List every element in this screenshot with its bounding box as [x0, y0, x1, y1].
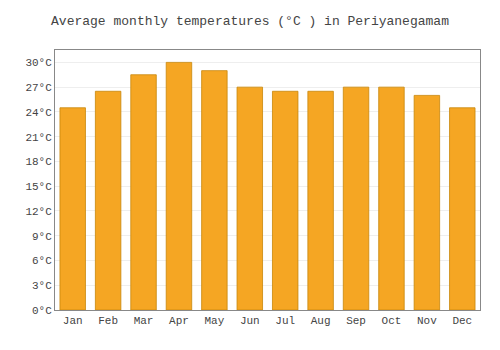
- svg-text:Sep: Sep: [346, 315, 366, 327]
- svg-text:21°C: 21°C: [25, 132, 52, 144]
- svg-text:Feb: Feb: [98, 315, 118, 327]
- svg-text:Aug: Aug: [311, 315, 331, 327]
- svg-text:3°C: 3°C: [32, 280, 52, 292]
- svg-text:Average monthly temperatures (: Average monthly temperatures (°C ) in Pe…: [51, 14, 449, 29]
- svg-text:30°C: 30°C: [25, 57, 52, 69]
- svg-text:12°C: 12°C: [25, 206, 52, 218]
- svg-text:Jul: Jul: [275, 315, 295, 327]
- svg-text:27°C: 27°C: [25, 82, 52, 94]
- svg-text:Apr: Apr: [169, 315, 189, 327]
- svg-text:9°C: 9°C: [32, 231, 52, 243]
- svg-text:Jan: Jan: [63, 315, 83, 327]
- svg-text:Oct: Oct: [382, 315, 402, 327]
- svg-text:Dec: Dec: [452, 315, 472, 327]
- svg-text:15°C: 15°C: [25, 181, 52, 193]
- svg-text:24°C: 24°C: [25, 107, 52, 119]
- svg-text:May: May: [204, 315, 224, 327]
- svg-text:Nov: Nov: [417, 315, 437, 327]
- svg-text:Mar: Mar: [134, 315, 154, 327]
- svg-text:18°C: 18°C: [25, 156, 52, 168]
- svg-text:0°C: 0°C: [32, 305, 52, 317]
- svg-text:6°C: 6°C: [32, 255, 52, 267]
- svg-text:Jun: Jun: [240, 315, 260, 327]
